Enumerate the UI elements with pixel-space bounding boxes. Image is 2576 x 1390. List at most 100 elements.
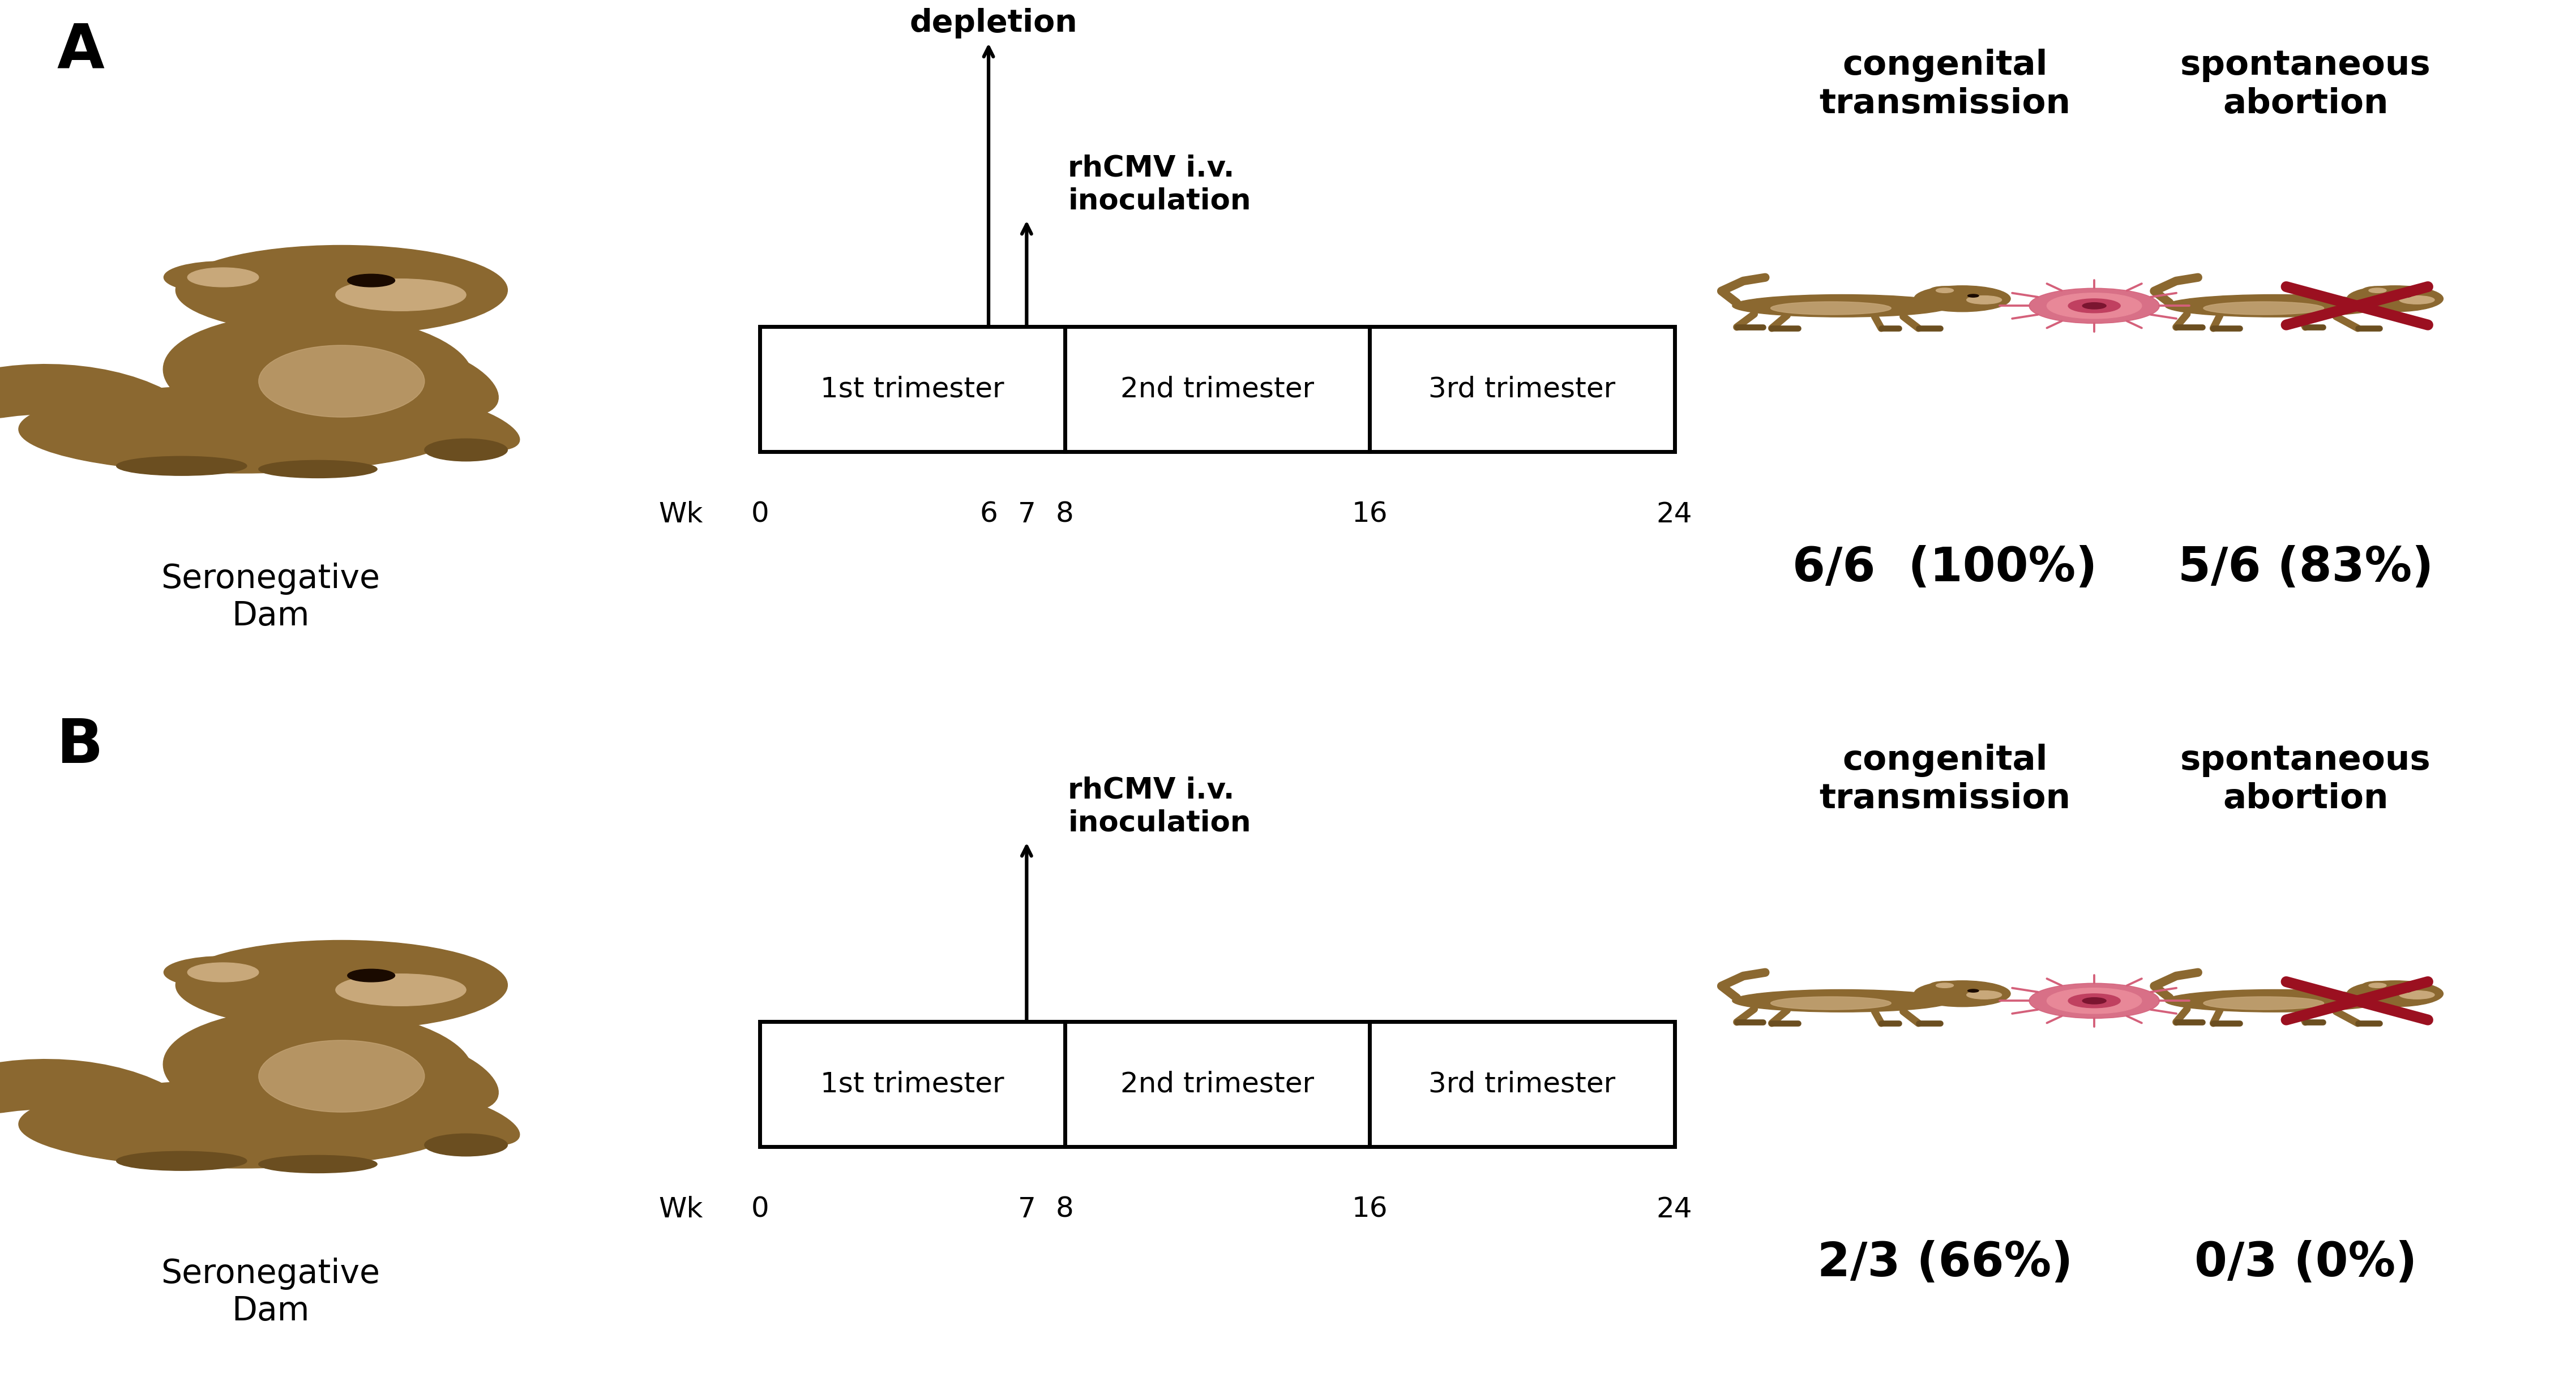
- Ellipse shape: [1770, 997, 1891, 1009]
- Circle shape: [1914, 286, 2009, 311]
- Ellipse shape: [2202, 302, 2324, 314]
- Circle shape: [1968, 990, 1978, 992]
- Circle shape: [2370, 983, 2385, 988]
- Ellipse shape: [399, 1094, 520, 1145]
- Ellipse shape: [335, 974, 466, 1006]
- Text: 7: 7: [1018, 500, 1036, 528]
- Ellipse shape: [116, 1151, 247, 1170]
- Ellipse shape: [18, 385, 464, 473]
- Circle shape: [2370, 288, 2385, 293]
- Text: 24: 24: [1656, 500, 1692, 528]
- Text: Wk: Wk: [659, 1195, 703, 1223]
- Ellipse shape: [399, 399, 520, 450]
- Ellipse shape: [2164, 990, 2383, 1012]
- Text: 1st trimester: 1st trimester: [819, 1070, 1005, 1098]
- Circle shape: [2081, 303, 2107, 309]
- Circle shape: [2362, 286, 2393, 295]
- Ellipse shape: [162, 313, 471, 434]
- Circle shape: [188, 268, 258, 286]
- Circle shape: [1914, 981, 2009, 1006]
- Text: 1st trimester: 1st trimester: [819, 375, 1005, 403]
- Text: 3rd trimester: 3rd trimester: [1430, 375, 1615, 403]
- Circle shape: [1929, 286, 1960, 295]
- Circle shape: [348, 274, 394, 286]
- Ellipse shape: [335, 279, 466, 311]
- Text: 0/3 (0%): 0/3 (0%): [2195, 1240, 2416, 1286]
- Text: 0: 0: [752, 500, 768, 528]
- Circle shape: [175, 940, 507, 1030]
- Text: 8: 8: [1056, 1195, 1074, 1223]
- Text: B: B: [57, 716, 103, 776]
- Circle shape: [175, 245, 507, 335]
- Text: 8: 8: [1056, 500, 1074, 528]
- Circle shape: [165, 261, 283, 293]
- Circle shape: [188, 963, 258, 981]
- Text: 5/6 (83%): 5/6 (83%): [2177, 545, 2434, 591]
- Text: 2nd trimester: 2nd trimester: [1121, 1070, 1314, 1098]
- Ellipse shape: [116, 456, 247, 475]
- Ellipse shape: [1770, 302, 1891, 314]
- Text: 6/6  (100%): 6/6 (100%): [1793, 545, 2097, 591]
- Text: 24: 24: [1656, 1195, 1692, 1223]
- Text: Seronegative
Dam: Seronegative Dam: [160, 563, 381, 632]
- FancyBboxPatch shape: [760, 1022, 1674, 1147]
- Circle shape: [165, 956, 283, 988]
- Ellipse shape: [258, 1155, 376, 1173]
- Ellipse shape: [1965, 991, 2002, 999]
- Circle shape: [2030, 288, 2159, 324]
- Text: Seronegative
Dam: Seronegative Dam: [160, 1258, 381, 1327]
- Ellipse shape: [1731, 295, 1953, 317]
- Ellipse shape: [162, 1008, 471, 1129]
- Ellipse shape: [270, 999, 389, 1034]
- Circle shape: [2048, 293, 2141, 318]
- Circle shape: [2347, 981, 2442, 1006]
- Circle shape: [2347, 286, 2442, 311]
- Ellipse shape: [270, 304, 389, 339]
- Text: 3rd trimester: 3rd trimester: [1430, 1070, 1615, 1098]
- Circle shape: [2069, 299, 2120, 313]
- Text: 16: 16: [1352, 1195, 1388, 1223]
- Text: rhCMV i.v.
inoculation: rhCMV i.v. inoculation: [1069, 154, 1252, 215]
- Circle shape: [425, 1134, 507, 1156]
- Ellipse shape: [1965, 296, 2002, 304]
- Circle shape: [2048, 988, 2141, 1013]
- Ellipse shape: [2398, 991, 2434, 999]
- Text: 16: 16: [1352, 500, 1388, 528]
- Ellipse shape: [258, 460, 376, 478]
- Text: congenital
transmission: congenital transmission: [1819, 744, 2071, 816]
- Circle shape: [2401, 990, 2411, 992]
- Text: 2/3 (66%): 2/3 (66%): [1816, 1240, 2074, 1286]
- Text: spontaneous
abortion: spontaneous abortion: [2179, 49, 2432, 121]
- Circle shape: [2081, 998, 2107, 1004]
- Text: 7: 7: [1018, 1195, 1036, 1223]
- Text: 2nd trimester: 2nd trimester: [1121, 375, 1314, 403]
- Text: rhCMV i.v.
inoculation: rhCMV i.v. inoculation: [1069, 777, 1252, 837]
- Circle shape: [1929, 981, 1960, 990]
- Ellipse shape: [374, 1041, 497, 1111]
- FancyBboxPatch shape: [760, 327, 1674, 452]
- Ellipse shape: [2164, 295, 2383, 317]
- Circle shape: [2362, 981, 2393, 990]
- Circle shape: [1937, 288, 1953, 293]
- Ellipse shape: [258, 1040, 425, 1112]
- Text: 0: 0: [752, 1195, 768, 1223]
- Ellipse shape: [258, 345, 425, 417]
- Circle shape: [2030, 983, 2159, 1019]
- Ellipse shape: [374, 346, 497, 416]
- Circle shape: [348, 969, 394, 981]
- Circle shape: [1968, 295, 1978, 297]
- Circle shape: [1937, 983, 1953, 988]
- Text: A: A: [57, 21, 103, 81]
- Circle shape: [425, 439, 507, 461]
- Text: spontaneous
abortion: spontaneous abortion: [2179, 744, 2432, 816]
- Ellipse shape: [1731, 990, 1953, 1012]
- Ellipse shape: [2398, 296, 2434, 304]
- Text: 6: 6: [979, 500, 997, 528]
- Ellipse shape: [2202, 997, 2324, 1009]
- Circle shape: [2401, 295, 2411, 297]
- Circle shape: [2069, 994, 2120, 1008]
- Text: Wk: Wk: [659, 500, 703, 528]
- Text: congenital
transmission: congenital transmission: [1819, 49, 2071, 121]
- Text: CD4+ T cell
depletion: CD4+ T cell depletion: [894, 0, 1095, 38]
- Ellipse shape: [18, 1080, 464, 1168]
